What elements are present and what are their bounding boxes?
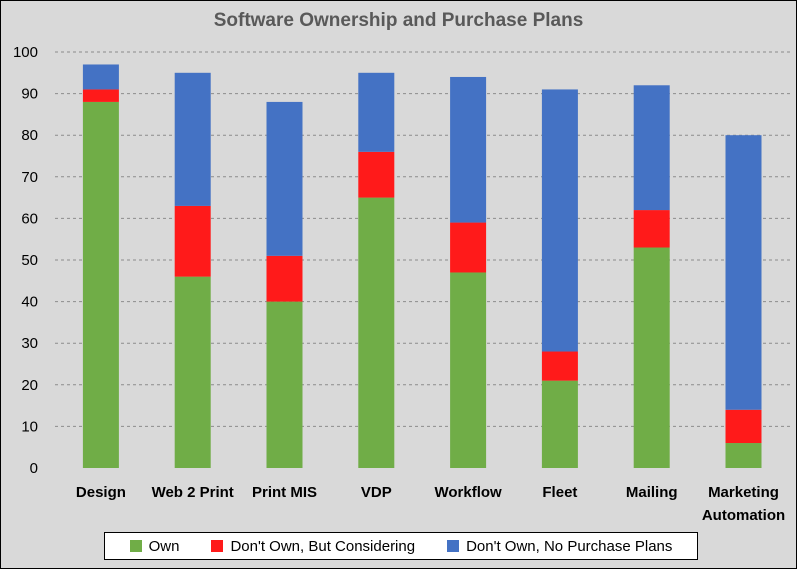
x-tick-label: Marketing bbox=[708, 484, 779, 501]
x-tick-label: Design bbox=[76, 484, 126, 501]
bar-no-plans bbox=[266, 101, 303, 256]
bar-own bbox=[358, 197, 395, 468]
bar-considering bbox=[82, 89, 119, 102]
legend-label-own: Own bbox=[148, 537, 180, 555]
bar-considering bbox=[633, 210, 670, 248]
bar-own bbox=[450, 272, 487, 468]
bar-no-plans bbox=[541, 89, 578, 352]
bar-considering bbox=[358, 151, 395, 198]
bar-no-plans bbox=[725, 135, 762, 410]
legend-swatch-no-plans bbox=[447, 540, 460, 552]
legend: Own Don't Own, But Considering Don't Own… bbox=[104, 532, 698, 560]
bar-own bbox=[174, 276, 211, 468]
bar-no-plans bbox=[82, 64, 119, 90]
y-tick-label: 30 bbox=[21, 335, 38, 352]
bar-no-plans bbox=[358, 72, 395, 152]
y-tick-label: 50 bbox=[21, 252, 38, 269]
bar-considering bbox=[174, 205, 211, 277]
x-tick-label: Automation bbox=[702, 507, 785, 524]
legend-item-own: Own bbox=[129, 537, 180, 555]
bar-no-plans bbox=[450, 76, 487, 223]
legend-item-no-plans: Don't Own, No Purchase Plans bbox=[447, 538, 672, 555]
x-tick-label: Print MIS bbox=[252, 484, 317, 501]
bar-own bbox=[82, 101, 119, 469]
bar-own bbox=[725, 443, 762, 468]
bar-considering bbox=[541, 351, 578, 381]
y-tick-label: 0 bbox=[30, 460, 38, 477]
y-tick-label: 80 bbox=[21, 127, 38, 144]
chart-title: Software Ownership and Purchase Plans bbox=[213, 10, 584, 31]
x-tick-label: Mailing bbox=[626, 484, 678, 501]
x-tick-label: Fleet bbox=[542, 484, 577, 501]
x-tick-label: Workflow bbox=[434, 484, 502, 501]
legend-swatch-own bbox=[129, 540, 142, 552]
x-tick-label: Web 2 Print bbox=[152, 484, 234, 501]
bar-own bbox=[266, 301, 303, 468]
bar-no-plans bbox=[633, 85, 670, 211]
y-tick-label: 90 bbox=[21, 86, 38, 103]
y-tick-label: 100 bbox=[13, 44, 38, 61]
bar-no-plans bbox=[174, 72, 211, 206]
y-tick-label: 70 bbox=[21, 169, 38, 186]
y-tick-label: 20 bbox=[21, 377, 38, 394]
bar-own bbox=[541, 380, 578, 468]
legend-swatch-considering bbox=[211, 540, 224, 552]
legend-label-considering: Don't Own, But Considering bbox=[230, 537, 416, 555]
bar-own bbox=[633, 247, 670, 468]
bar-considering bbox=[266, 255, 303, 302]
legend-label-no-plans: Don't Own, No Purchase Plans bbox=[466, 537, 673, 555]
y-tick-label: 60 bbox=[21, 210, 38, 227]
y-tick-label: 10 bbox=[21, 418, 38, 435]
bar-considering bbox=[725, 409, 762, 444]
y-tick-label: 40 bbox=[21, 294, 38, 311]
legend-item-considering: Don't Own, But Considering bbox=[211, 538, 415, 555]
x-tick-label: VDP bbox=[361, 484, 392, 501]
bar-considering bbox=[450, 222, 487, 273]
